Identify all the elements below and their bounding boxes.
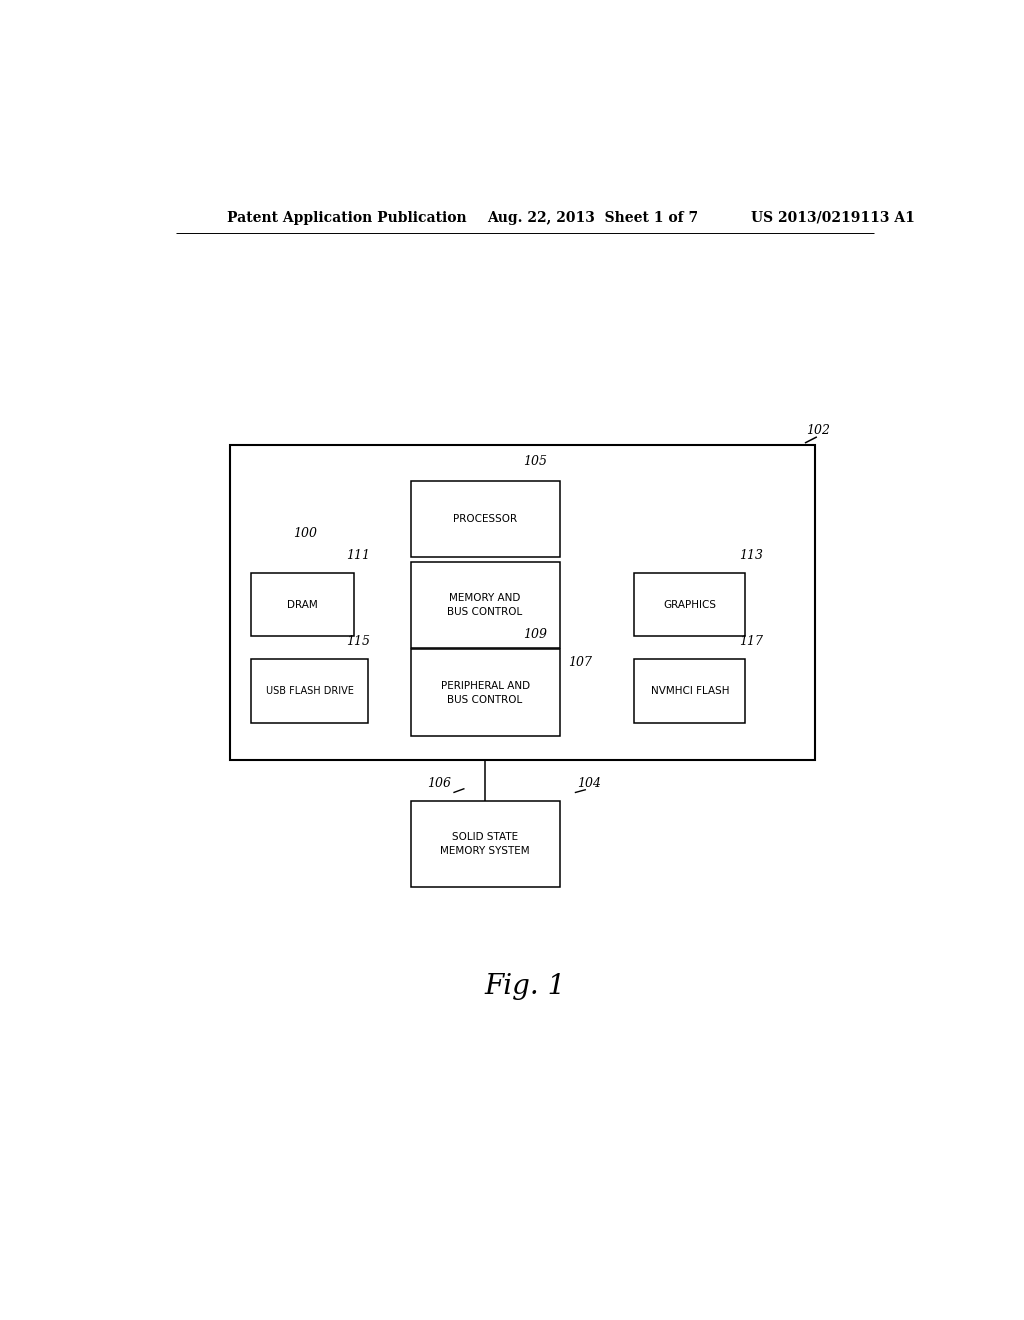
Bar — [251, 573, 354, 636]
Text: 111: 111 — [346, 549, 371, 562]
Text: 107: 107 — [568, 656, 593, 669]
Text: USB FLASH DRIVE: USB FLASH DRIVE — [266, 686, 353, 696]
Bar — [411, 562, 560, 648]
Text: 117: 117 — [739, 635, 763, 648]
Bar — [411, 480, 560, 557]
Text: 100: 100 — [293, 527, 317, 540]
Text: Patent Application Publication: Patent Application Publication — [227, 211, 467, 224]
Text: Fig. 1: Fig. 1 — [484, 973, 565, 1001]
Text: 105: 105 — [523, 455, 547, 469]
Bar — [634, 573, 745, 636]
Text: SOLID STATE
MEMORY SYSTEM: SOLID STATE MEMORY SYSTEM — [440, 832, 530, 855]
Text: DRAM: DRAM — [287, 599, 318, 610]
Bar — [411, 649, 560, 735]
Bar — [634, 660, 745, 722]
Text: US 2013/0219113 A1: US 2013/0219113 A1 — [751, 211, 914, 224]
Text: GRAPHICS: GRAPHICS — [664, 599, 717, 610]
Text: PERIPHERAL AND
BUS CONTROL: PERIPHERAL AND BUS CONTROL — [440, 681, 529, 705]
Text: 113: 113 — [739, 549, 763, 562]
Text: 115: 115 — [346, 635, 371, 648]
Bar — [251, 660, 369, 722]
Text: 109: 109 — [523, 628, 547, 642]
Bar — [411, 801, 560, 887]
Text: PROCESSOR: PROCESSOR — [453, 513, 517, 524]
Text: 102: 102 — [807, 424, 830, 437]
Text: NVMHCI FLASH: NVMHCI FLASH — [650, 686, 729, 696]
Text: Aug. 22, 2013  Sheet 1 of 7: Aug. 22, 2013 Sheet 1 of 7 — [487, 211, 698, 224]
Text: MEMORY AND
BUS CONTROL: MEMORY AND BUS CONTROL — [447, 593, 522, 618]
Text: 106: 106 — [427, 776, 451, 789]
Bar — [229, 445, 815, 760]
Text: 104: 104 — [578, 776, 601, 789]
